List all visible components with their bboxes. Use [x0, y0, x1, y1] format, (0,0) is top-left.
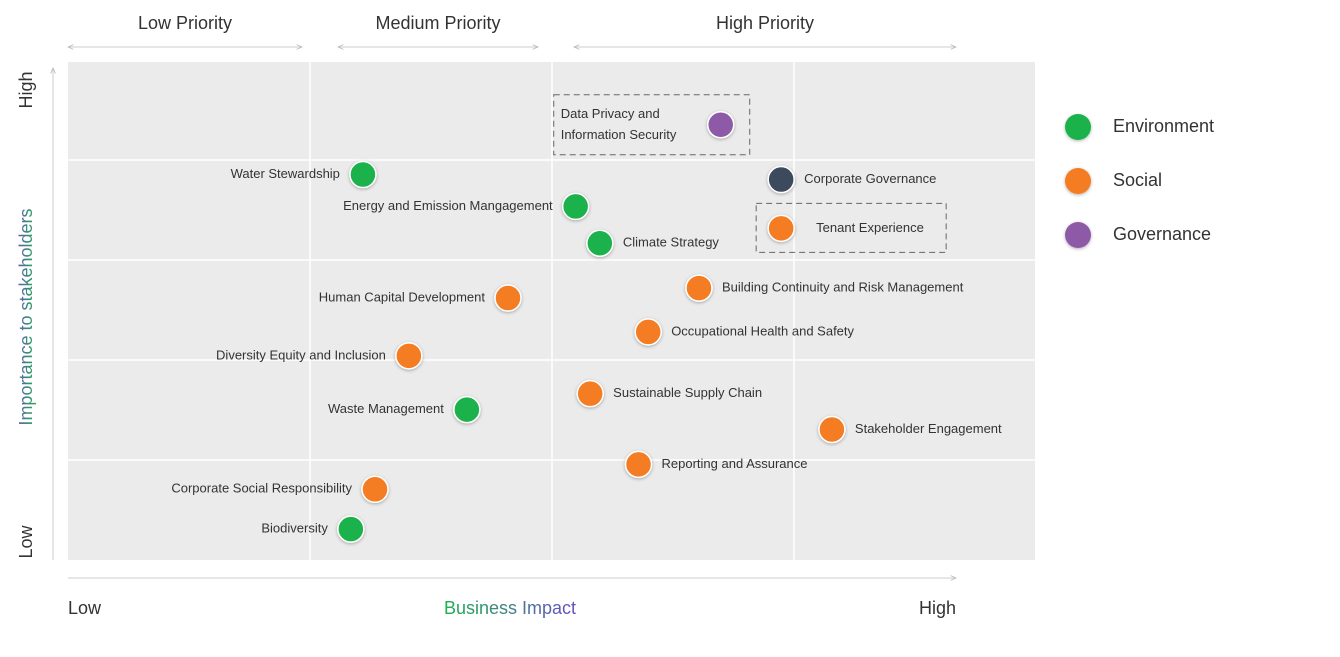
priority-arrows: [53, 47, 956, 578]
point-label: Sustainable Supply Chain: [613, 385, 762, 400]
point-label: Corporate Governance: [804, 171, 936, 186]
point: [453, 395, 481, 424]
legend-swatch: [1065, 114, 1091, 140]
legend-label: Social: [1113, 170, 1162, 190]
point: [349, 160, 377, 189]
point: [561, 192, 590, 221]
point: [494, 284, 522, 312]
priority-header: Medium Priority: [375, 13, 500, 33]
point: [576, 379, 604, 408]
y-axis-title: Importance to stakeholders: [16, 208, 36, 425]
point: [395, 342, 423, 370]
highlight-box: [553, 94, 751, 156]
point: [337, 515, 365, 543]
point: [685, 274, 713, 302]
point-label: Occupational Health and Safety: [671, 323, 854, 338]
point-label: Energy and Emission Mangagement: [343, 198, 553, 213]
point-label: Stakeholder Engagement: [855, 421, 1002, 436]
label-box: Data Privacy and Information Security: [560, 105, 677, 142]
point-label: Reporting and Assurance: [662, 456, 808, 471]
legend-label: Governance: [1113, 224, 1211, 244]
point: [624, 450, 653, 479]
point: [361, 475, 389, 504]
point-label: Building Continuity and Risk Management: [722, 280, 964, 295]
x-axis-title: Business Impact: [444, 598, 576, 618]
point-label: Data Privacy and Information Security: [560, 105, 677, 142]
point-label: Corporate Social Responsibility: [171, 481, 352, 496]
point-label: Tenant Experience: [816, 220, 924, 235]
grid: [68, 62, 1035, 560]
legend-swatch: [1065, 222, 1091, 248]
point: [767, 165, 795, 194]
legend-swatch: [1065, 168, 1091, 194]
point: [634, 318, 662, 346]
point-label: Water Stewardship: [231, 166, 340, 181]
y-low: Low: [16, 524, 36, 558]
highlight-box: [755, 202, 947, 253]
x-low: Low: [68, 598, 102, 618]
point-label: Diversity Equity and Inclusion: [216, 347, 386, 362]
priority-header: Low Priority: [138, 13, 232, 33]
point-label: Biodiversity: [261, 521, 328, 536]
legend-label: Environment: [1113, 116, 1214, 136]
point: [818, 415, 846, 444]
x-high: High: [919, 598, 956, 618]
priority-header: High Priority: [716, 13, 814, 33]
point: [586, 229, 614, 258]
point: [706, 110, 735, 139]
point: [767, 214, 795, 243]
point-label: Human Capital Development: [319, 289, 486, 304]
y-high: High: [16, 71, 36, 108]
point-label: Waste Management: [328, 401, 444, 416]
point-label: Climate Strategy: [623, 235, 720, 250]
